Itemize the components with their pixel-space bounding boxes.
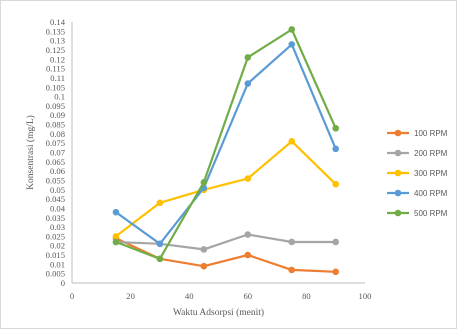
y-tick-label: 0.045: [46, 194, 65, 204]
y-tick-label: 0: [61, 278, 65, 288]
legend-item: 100 RPM: [387, 129, 448, 138]
series-line-300-rpm: [115, 140, 337, 238]
y-tick-label: 0.025: [46, 231, 65, 241]
data-point-200-rpm: [200, 246, 208, 253]
series-line-200-rpm: [115, 233, 336, 251]
x-tick-labels: 0 20 40 60 80 100: [70, 291, 372, 301]
y-tick-label: 0.01: [50, 259, 65, 269]
data-point-100-rpm: [244, 251, 252, 259]
x-tick-label: 100: [359, 291, 372, 301]
y-tick-label: 0.125: [46, 45, 65, 55]
y-tick-label: 0.065: [46, 157, 65, 167]
data-point-500-rpm: [200, 179, 208, 186]
data-point-300-rpm: [288, 138, 296, 145]
y-tick-label: 0.075: [46, 138, 65, 148]
y-tick-label: 0.06: [50, 166, 66, 176]
data-point-200-rpm: [244, 231, 252, 238]
y-tick-label: 0.02: [50, 241, 65, 251]
data-point-400-rpm: [112, 208, 120, 216]
y-tick-label: 0.135: [46, 26, 65, 36]
legend-label: 400 RPM: [414, 189, 448, 198]
legend-swatch-marker: [394, 209, 402, 217]
y-tick-label: 0.14: [50, 17, 66, 27]
axes: [71, 22, 365, 284]
data-point-500-rpm: [288, 26, 296, 33]
data-point-200-rpm: [288, 238, 296, 246]
y-tick-label: 0.115: [46, 64, 65, 74]
data-point-100-rpm: [332, 268, 340, 276]
legend-item: 200 RPM: [387, 149, 448, 158]
series-400-rpm: [112, 41, 340, 248]
y-tick-label: 0.04: [50, 203, 66, 213]
legend-swatch-marker: [394, 189, 402, 197]
series-layer: [112, 26, 340, 276]
data-point-400-rpm: [288, 41, 296, 48]
legend-label: 500 RPM: [414, 209, 448, 218]
data-point-500-rpm: [332, 124, 340, 132]
data-point-500-rpm: [156, 255, 164, 263]
data-point-400-rpm: [244, 80, 252, 87]
data-point-500-rpm: [244, 54, 252, 61]
y-tick-label: 0.09: [50, 110, 65, 120]
y-tick-label: 0.13: [50, 36, 65, 46]
legend-swatch-marker: [394, 169, 402, 177]
y-tick-label: 0.07: [50, 148, 66, 158]
legend-item: 300 RPM: [387, 169, 448, 178]
y-tick-label: 0.08: [50, 129, 65, 139]
legend-label: 200 RPM: [414, 149, 448, 158]
data-point-100-rpm: [200, 262, 208, 270]
y-tick-label: 0.105: [46, 82, 65, 92]
data-point-300-rpm: [156, 199, 164, 207]
y-tick-label: 0.05: [50, 185, 65, 195]
y-tick-label: 0.12: [50, 54, 65, 64]
legend-label: 100 RPM: [414, 129, 448, 138]
y-tick-labels: 00.0050.010.0150.020.0250.030.0350.040.0…: [46, 17, 66, 288]
data-point-300-rpm: [244, 175, 252, 182]
legend-item: 500 RPM: [387, 209, 448, 218]
y-tick-label: 0.055: [46, 175, 65, 185]
x-tick-label: 20: [126, 291, 135, 301]
data-point-200-rpm: [332, 238, 340, 246]
y-tick-label: 0.03: [50, 222, 65, 232]
series-line-500-rpm: [115, 28, 337, 260]
series-line-400-rpm: [115, 43, 337, 245]
y-tick-label: 0.005: [46, 269, 65, 279]
data-point-300-rpm: [112, 233, 120, 240]
x-tick-label: 40: [185, 291, 194, 301]
legend-item: 400 RPM: [387, 189, 448, 198]
series-300-rpm: [112, 138, 340, 240]
x-tick-label: 0: [70, 291, 74, 301]
legend-swatch-marker: [394, 129, 402, 137]
legend-swatch-marker: [394, 149, 402, 157]
data-point-100-rpm: [288, 266, 296, 274]
legend-label: 300 RPM: [414, 169, 448, 178]
y-tick-label: 0.015: [46, 250, 65, 260]
x-axis-label: Waktu Adsorpsi (menit): [173, 307, 264, 318]
x-tick-label: 80: [302, 291, 311, 301]
data-point-500-rpm: [112, 238, 120, 246]
data-point-400-rpm: [156, 240, 164, 248]
y-tick-label: 0.035: [46, 213, 65, 223]
data-point-400-rpm: [332, 145, 340, 153]
y-tick-label: 0.1: [54, 92, 65, 102]
line-chart: 00.0050.010.0150.020.0250.030.0350.040.0…: [25, 17, 448, 318]
y-tick-label: 0.11: [50, 73, 65, 83]
y-axis-label: Konsentrasi (mg/L): [25, 115, 36, 190]
x-tick-label: 60: [244, 291, 253, 301]
series-500-rpm: [112, 26, 340, 263]
legend: 100 RPM 200 RPM 300 RPM 400 RPM 500 RPM: [387, 129, 448, 218]
y-tick-label: 0.085: [46, 120, 65, 130]
data-point-300-rpm: [332, 180, 340, 188]
y-tick-label: 0.095: [46, 101, 65, 111]
